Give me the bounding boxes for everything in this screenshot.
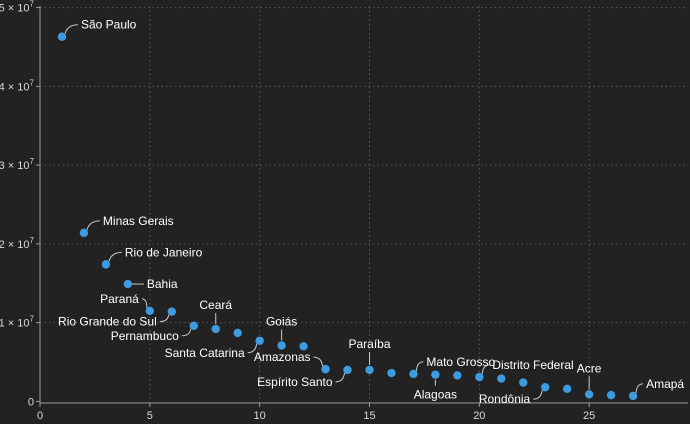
point-label: Minas Gerais [103, 214, 174, 228]
point-label: Ceará [199, 298, 232, 312]
data-point [277, 341, 286, 350]
point-label: Mato Grosso [426, 355, 495, 369]
label-leader-line [159, 314, 170, 323]
point-label: Acre [577, 361, 602, 375]
data-point [299, 342, 308, 351]
data-point [233, 328, 242, 338]
grid-lines [40, 6, 688, 403]
data-point [123, 279, 133, 289]
data-point [541, 383, 550, 392]
label-leader-line [335, 372, 346, 383]
point-label: Rio de Janeiro [125, 245, 203, 259]
point-label: Paraná [100, 292, 139, 306]
data-point [79, 228, 89, 238]
data-point [497, 374, 506, 383]
data-point [606, 390, 616, 400]
label-leader-line [108, 251, 122, 262]
point-label: Bahia [147, 277, 178, 291]
axes [39, 6, 688, 404]
point-label: Santa Catarina [165, 346, 245, 360]
data-point [409, 369, 418, 379]
x-tick-label: 5 [147, 410, 153, 422]
point-label: Espírito Santo [257, 375, 333, 389]
point-label: Rio Grande do Sul [58, 315, 157, 329]
y-tick-label: 3 × 107 [0, 157, 35, 172]
x-tick-label: 15 [363, 410, 375, 422]
data-point [343, 365, 352, 375]
y-tick-label: 5 × 107 [0, 0, 35, 15]
point-labels: São Paulo Minas Gerais Rio de Janeiro Bahia… [58, 18, 684, 407]
data-point [167, 307, 176, 316]
point-label: Distrito Federal [492, 358, 573, 372]
y-tick-labels: 0 1 × 107 2 × 107 3 × 107 4 × 107 5 × 107 [0, 0, 40, 408]
label-leader-line [64, 24, 78, 34]
label-leaders [64, 24, 644, 400]
point-label: Paraíba [348, 337, 390, 351]
label-leader-line [635, 383, 644, 393]
data-point [519, 378, 528, 387]
point-label: Alagoas [414, 388, 457, 402]
data-point [255, 336, 264, 345]
data-point [365, 365, 374, 375]
point-label: Goiás [266, 314, 297, 328]
data-point [101, 260, 111, 269]
x-tick-labels: 0 5 10 15 20 25 [37, 403, 595, 422]
label-leader-line [313, 356, 324, 367]
point-label: Pernambuco [111, 329, 179, 343]
label-leader-line [141, 298, 148, 308]
x-tick-label: 0 [37, 410, 43, 422]
x-tick-label: 10 [254, 410, 266, 422]
data-point [431, 370, 440, 379]
label-leader-line [86, 220, 100, 231]
label-leader-line [415, 361, 424, 371]
point-label: Amazonas [254, 350, 311, 364]
data-point [475, 372, 484, 382]
data-point [145, 306, 155, 316]
label-leader-line [181, 328, 192, 337]
data-point [321, 364, 330, 374]
x-tick-label: 25 [583, 410, 595, 422]
data-point [562, 384, 572, 394]
y-tick-label: 0 [28, 396, 34, 408]
y-tick-label: 2 × 107 [0, 236, 35, 251]
data-point [584, 390, 594, 399]
x-tick-label: 20 [473, 410, 485, 422]
y-tick-label: 1 × 107 [0, 315, 35, 330]
point-label: Rondônia [479, 392, 531, 406]
data-point [211, 324, 220, 334]
point-label: Amapá [646, 377, 684, 391]
y-tick-label: 4 × 107 [0, 78, 35, 93]
data-point [57, 32, 67, 41]
data-points [57, 32, 638, 401]
label-leader-line [533, 390, 543, 400]
data-point [628, 391, 638, 401]
data-point [387, 368, 396, 378]
data-point [189, 321, 198, 331]
label-leader-line [247, 343, 258, 354]
point-label: São Paulo [81, 18, 137, 32]
data-point [453, 371, 462, 380]
label-leader-line [481, 364, 490, 375]
